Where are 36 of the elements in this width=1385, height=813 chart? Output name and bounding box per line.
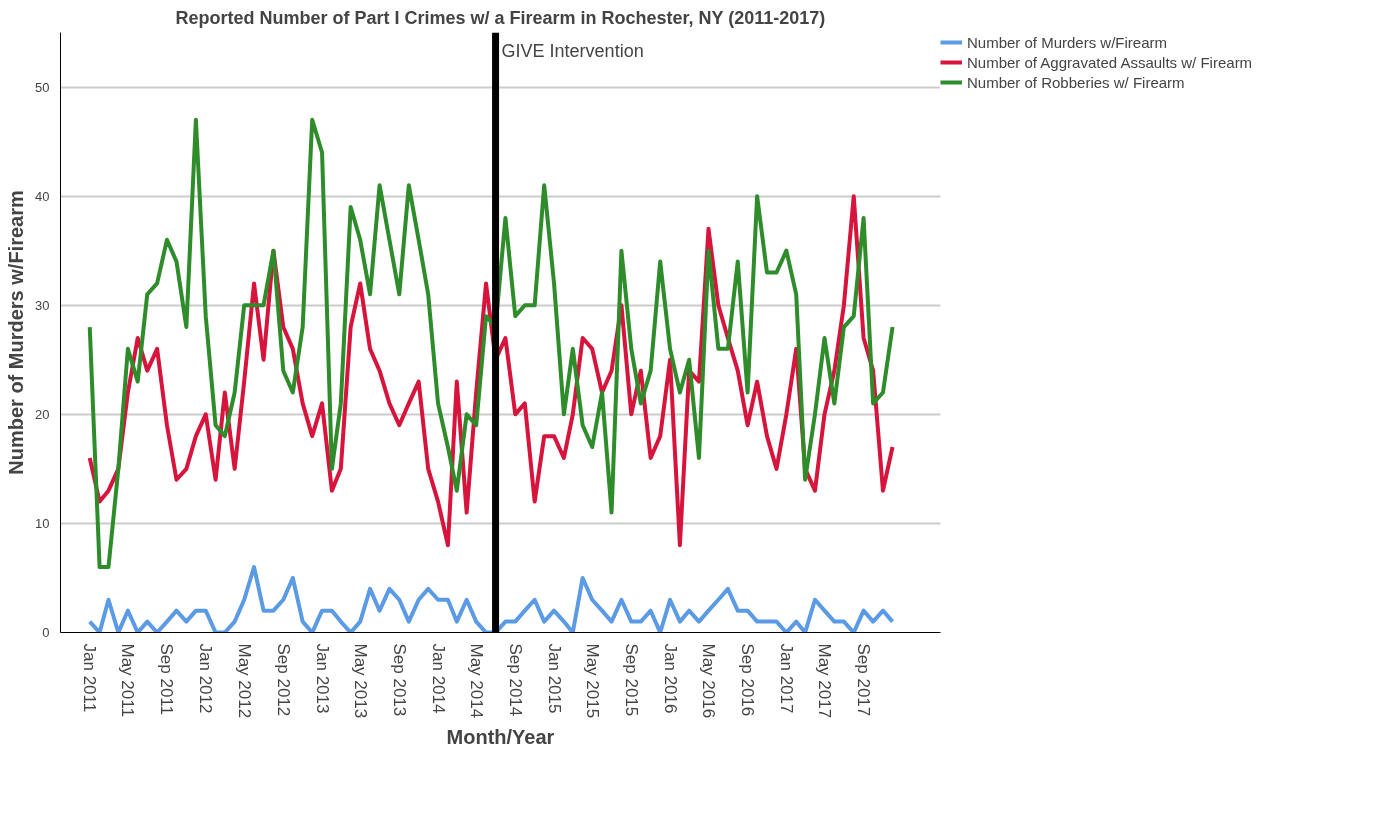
x-tick-label: Jan 2013 — [312, 643, 332, 714]
ref-line-label: GIVE Intervention — [501, 40, 644, 61]
y-tick-label: 40 — [35, 188, 50, 204]
x-tick-label: Sep 2012 — [273, 643, 293, 717]
y-tick-label: 20 — [35, 406, 50, 422]
line-series — [87, 565, 895, 633]
x-tick-label: May 2011 — [118, 643, 138, 717]
x-tick-label: Sep 2017 — [854, 643, 874, 717]
legend-label: Number of Aggravated Assaults w/ Firearm — [967, 53, 1253, 71]
x-tick-label: May 2016 — [699, 643, 718, 719]
legend-label: Number of Murders w/Firearm — [967, 33, 1168, 51]
x-tick-label: Sep 2016 — [738, 643, 758, 717]
x-axis-title: Month/Year — [446, 726, 555, 749]
x-tick-label: Sep 2011 — [157, 643, 177, 716]
x-tick-label: Sep 2014 — [505, 643, 525, 717]
x-tick-label: May 2013 — [350, 643, 370, 719]
x-tick-label: Jan 2012 — [196, 643, 216, 714]
line-series — [87, 117, 895, 570]
y-tick-label: 0 — [42, 625, 50, 640]
x-tick-label: May 2017 — [815, 643, 834, 719]
x-tick-label: May 2014 — [466, 643, 486, 719]
x-tick-label: May 2012 — [234, 643, 254, 719]
x-tick-label: Jan 2017 — [776, 643, 796, 714]
y-tick-label: 10 — [35, 515, 50, 531]
x-tick-label: Sep 2015 — [621, 643, 641, 717]
x-tick-label: Jan 2014 — [428, 643, 448, 714]
x-tick-label: Jan 2015 — [544, 643, 564, 714]
chart-title: Reported Number of Part I Crimes w/ a Firearm in Rochester, NY (2011-2017) — [175, 7, 826, 28]
y-tick-label: 30 — [35, 297, 50, 313]
y-axis-title: Number of Murders w/Firearm — [5, 190, 28, 475]
y-tick-label: 50 — [35, 79, 50, 95]
legend-label: Number of Robberies w/ Firearm — [967, 73, 1185, 91]
x-tick-label: May 2015 — [582, 643, 602, 719]
x-tick-label: Sep 2013 — [389, 643, 409, 717]
x-tick-label: Jan 2011 — [80, 643, 100, 713]
x-tick-label: Jan 2016 — [660, 643, 680, 714]
